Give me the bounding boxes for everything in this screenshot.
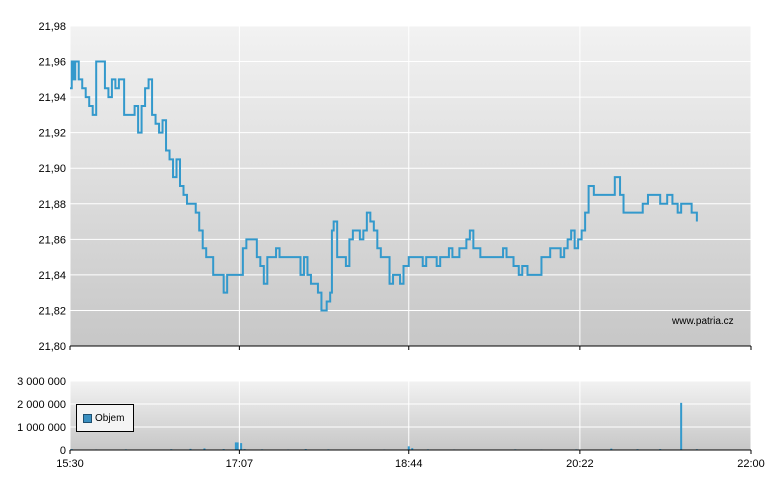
volume-bar: [411, 448, 414, 450]
volume-y-tick-label: 0: [60, 445, 66, 457]
volume-bar: [234, 442, 237, 450]
price-line-series: [70, 60, 698, 312]
price-plot-area: [70, 26, 751, 346]
volume-y-tick-label: 1 000 000: [17, 422, 66, 434]
x-tick-label: 22:00: [737, 458, 765, 470]
price-y-tick-label: 21,84: [38, 270, 66, 282]
volume-x-ticks: 15:30 17:07 18:44 20:22 22:00: [56, 450, 765, 470]
volume-bar: [203, 448, 206, 450]
volume-bar: [407, 446, 410, 450]
price-x-tick-marks: [69, 346, 752, 350]
price-y-tick-label: 21,88: [38, 199, 66, 211]
price-y-tick-label: 21,82: [38, 305, 66, 317]
legend-swatch: [83, 413, 92, 423]
price-y-tick-label: 21,92: [38, 128, 66, 140]
volume-legend: Objem: [76, 404, 134, 432]
legend-label: Objem: [95, 412, 125, 424]
volume-plot-area: [70, 381, 751, 450]
x-tick-label: 20:22: [566, 458, 594, 470]
volume-y-tick-label: 2 000 000: [17, 399, 66, 411]
price-y-tick-label: 21,98: [38, 21, 66, 33]
price-y-tick-label: 21,86: [38, 234, 66, 246]
price-y-tick-label: 21,80: [38, 341, 66, 353]
volume-bar: [236, 442, 239, 450]
x-tick-label: 18:44: [395, 458, 423, 470]
watermark: www.patria.cz: [672, 316, 734, 327]
volume-bar: [610, 448, 613, 450]
volume-y-ticks: 3 000 000 2 000 000 1 000 000 0: [17, 376, 66, 457]
volume-bar: [240, 443, 243, 450]
price-y-tick-label: 21,96: [38, 57, 66, 69]
price-y-tick-label: 21,94: [38, 92, 66, 104]
volume-bar: [189, 448, 192, 450]
volume-bar: [680, 402, 683, 450]
x-tick-label: 15:30: [56, 458, 84, 470]
price-y-ticks: 21,98 21,96 21,94 21,92 21,90 21,88 21,86 21,84…: [38, 21, 66, 353]
price-y-tick-label: 21,90: [38, 163, 66, 175]
volume-y-tick-label: 3 000 000: [17, 376, 66, 388]
x-tick-label: 17:07: [226, 458, 254, 470]
